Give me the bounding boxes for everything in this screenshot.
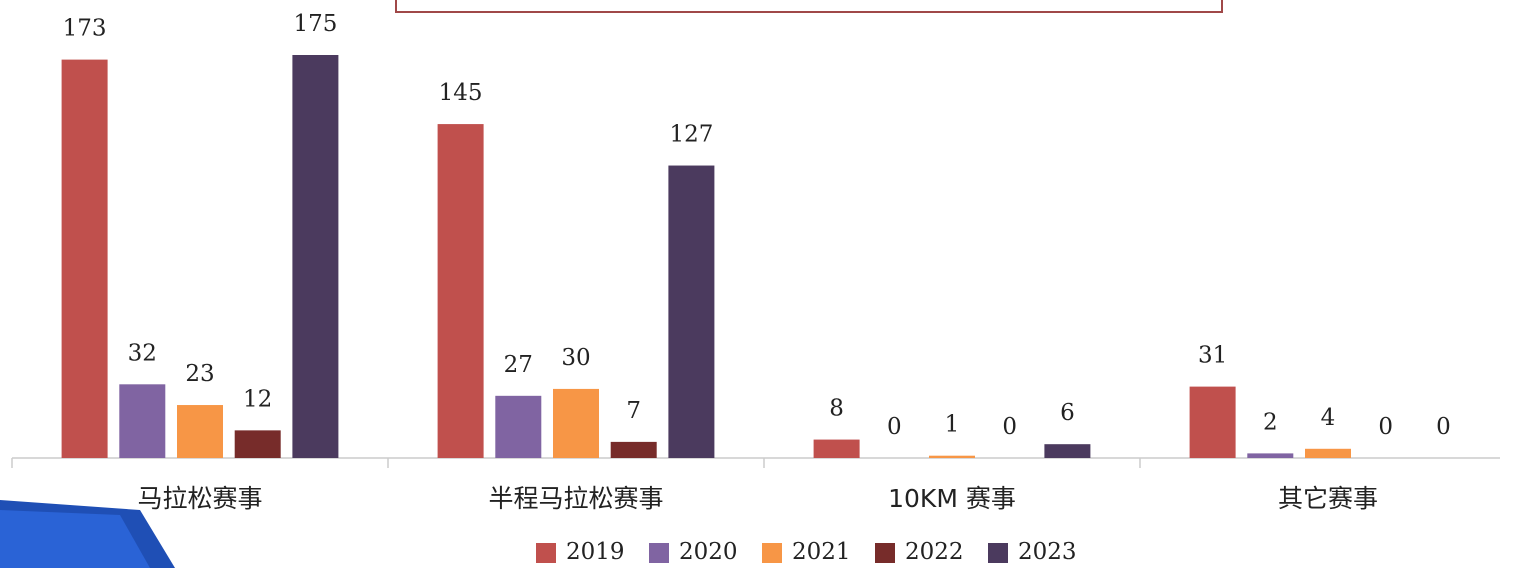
legend-label: 2019 (566, 539, 625, 565)
bar (495, 396, 541, 458)
x-tick-label: 10KM 赛事 (888, 484, 1016, 513)
bar (668, 166, 714, 458)
header-box (396, 0, 1222, 12)
bar (553, 389, 599, 458)
bar (438, 124, 484, 458)
bar (1247, 453, 1293, 458)
chart: 马拉松赛事173322312175半程马拉松赛事1452730712710KM … (0, 0, 1513, 568)
value-label: 4 (1321, 405, 1336, 431)
legend-swatch (649, 543, 669, 563)
x-tick-label: 半程马拉松赛事 (488, 484, 663, 513)
bar (814, 440, 860, 458)
value-label: 0 (1378, 414, 1393, 440)
bar (177, 405, 223, 458)
bar (62, 60, 108, 458)
bar (235, 430, 281, 458)
bar (1044, 444, 1090, 458)
legend-swatch (762, 543, 782, 563)
value-label: 32 (128, 340, 157, 366)
value-label: 30 (561, 345, 590, 371)
legend-label: 2021 (792, 539, 851, 565)
legend-swatch (536, 543, 556, 563)
value-label: 23 (185, 361, 214, 387)
x-tick-label: 其它赛事 (1278, 484, 1378, 513)
x-tick-label: 马拉松赛事 (137, 484, 262, 513)
value-label: 8 (829, 396, 844, 422)
legend-label: 2022 (905, 539, 964, 565)
legend-label: 2020 (679, 539, 738, 565)
value-label: 31 (1198, 343, 1227, 369)
bar (929, 456, 975, 458)
bar (292, 55, 338, 458)
legend-swatch (875, 543, 895, 563)
bar (119, 384, 165, 458)
bar (1305, 449, 1351, 458)
value-label: 0 (1002, 414, 1017, 440)
bar (1190, 387, 1236, 458)
legend-label: 2023 (1018, 539, 1077, 565)
value-label: 145 (439, 80, 483, 106)
value-label: 12 (243, 386, 272, 412)
value-label: 173 (63, 16, 107, 42)
value-label: 1 (945, 412, 960, 438)
value-label: 7 (626, 398, 641, 424)
value-label: 175 (293, 11, 337, 37)
value-label: 6 (1060, 400, 1075, 426)
bar (611, 442, 657, 458)
value-label: 127 (669, 122, 713, 148)
legend-swatch (988, 543, 1008, 563)
value-label: 27 (504, 352, 533, 378)
value-label: 0 (1436, 414, 1451, 440)
value-label: 0 (887, 414, 902, 440)
value-label: 2 (1263, 409, 1278, 435)
